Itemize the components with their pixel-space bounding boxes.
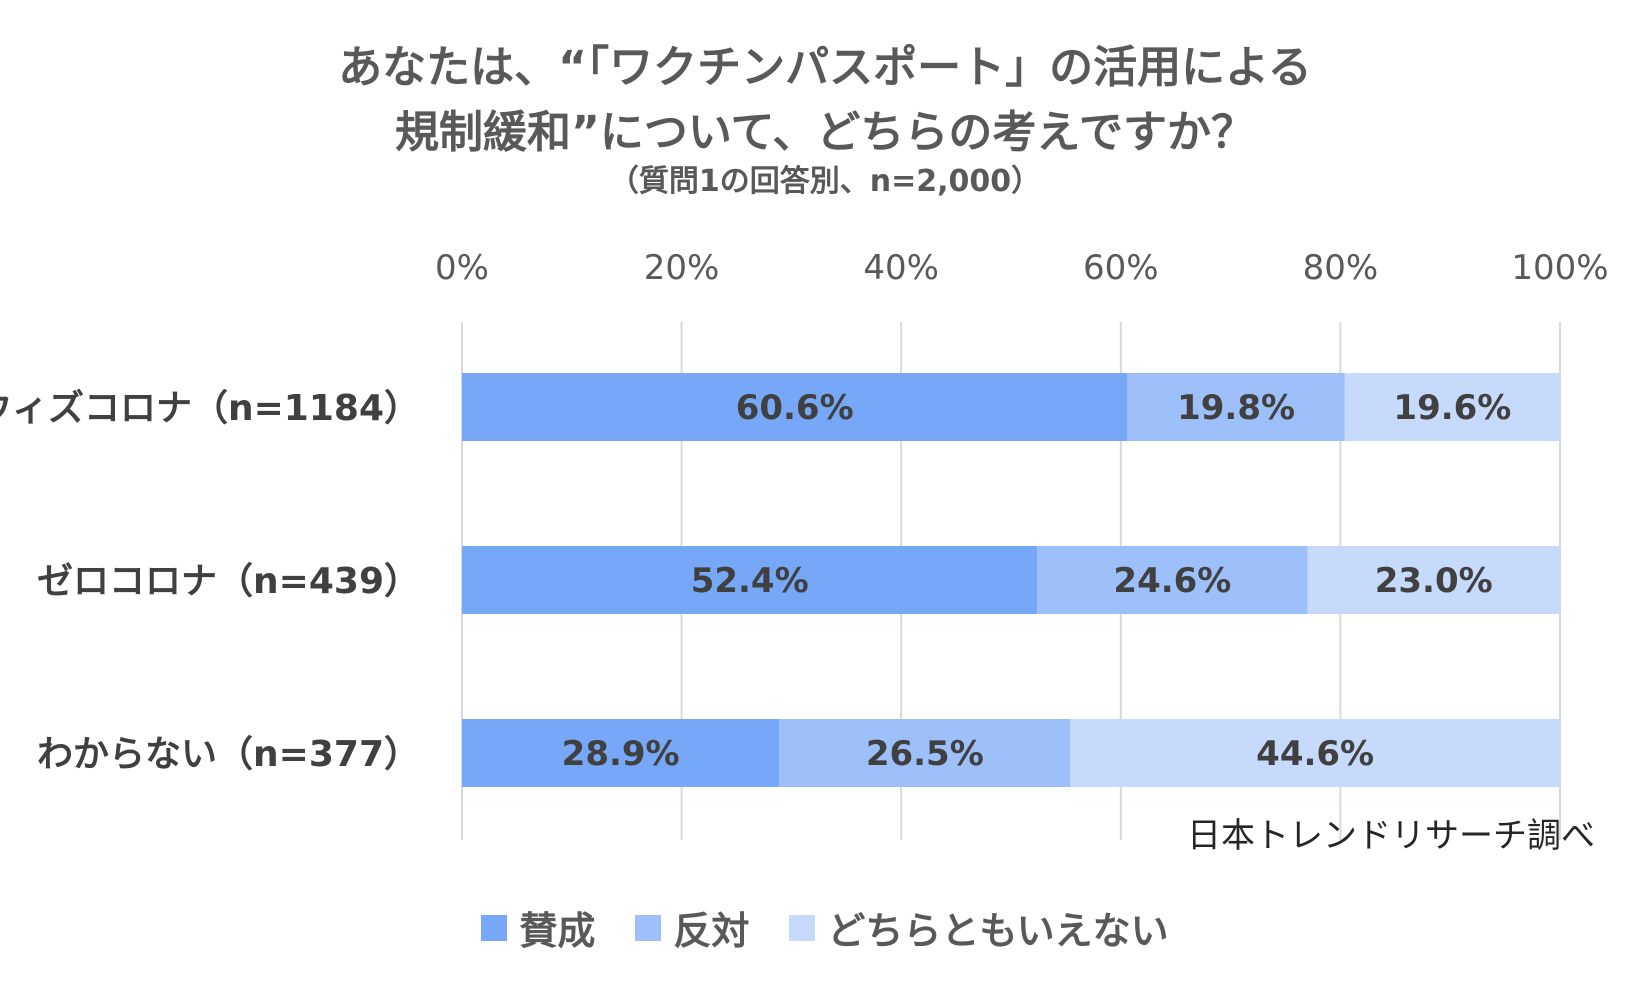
- data-label: 19.6%: [1393, 388, 1511, 428]
- legend-swatch-3: [789, 914, 816, 941]
- data-label: 24.6%: [1113, 561, 1231, 601]
- data-label: 52.4%: [691, 561, 809, 601]
- x-tick-label: 60%: [1083, 248, 1159, 288]
- legend-swatch-2: [635, 914, 662, 941]
- x-tick-label: 80%: [1303, 248, 1379, 288]
- bar-segment: [462, 373, 1128, 441]
- data-label: 26.5%: [866, 734, 984, 774]
- stacked-bar-chart: 0% 20% 40% 60% 80% 100% 60.6% 19.8% 19.6% ウィズコロナ（…: [0, 248, 1609, 840]
- data-label: 28.9%: [562, 734, 680, 774]
- category-label: わからない（n=377）: [37, 734, 420, 775]
- chart-subtitle: （質問1の回答別、n=2,000）: [608, 164, 1042, 199]
- bar-segment: [1070, 719, 1560, 787]
- category-label: ゼロコロナ（n=439）: [37, 561, 420, 602]
- legend-item-1: 賛成: [481, 900, 595, 955]
- legend-label-2: 反対: [673, 909, 750, 953]
- bar-segment: [779, 719, 1071, 787]
- chart-title-line-1: あなたは、“「ワクチンパスポート」の活用による: [338, 42, 1312, 93]
- x-tick-label: 40%: [863, 248, 939, 288]
- legend-item-3: どちらともいえない: [789, 900, 1169, 955]
- data-label: 60.6%: [736, 388, 854, 428]
- data-label: 23.0%: [1375, 561, 1493, 601]
- bar-segment: [1127, 373, 1345, 441]
- data-label: 19.8%: [1177, 388, 1295, 428]
- bar-segment: [1037, 546, 1308, 614]
- bar-segment: [1307, 546, 1560, 614]
- x-tick-label: 20%: [644, 248, 720, 288]
- legend-swatch-1: [481, 914, 508, 941]
- chart-title-line-2: 規制緩和”について、どちらの考えですか？: [394, 107, 1256, 158]
- bar-segment: [1344, 373, 1560, 441]
- legend-item-2: 反対: [635, 900, 749, 955]
- bar-segment: [462, 546, 1038, 614]
- source-note: 日本トレンドリサーチ調べ: [1187, 816, 1595, 856]
- bar-segment: [462, 719, 780, 787]
- x-tick-label: 100%: [1511, 248, 1608, 288]
- legend: 賛成 反対 どちらともいえない: [0, 900, 1650, 955]
- data-label: 44.6%: [1256, 734, 1374, 774]
- legend-label-3: どちらともいえない: [827, 909, 1169, 953]
- category-label: ウィズコロナ（n=1184）: [0, 387, 420, 429]
- x-tick-label: 0%: [435, 248, 489, 288]
- legend-label-1: 賛成: [519, 909, 596, 953]
